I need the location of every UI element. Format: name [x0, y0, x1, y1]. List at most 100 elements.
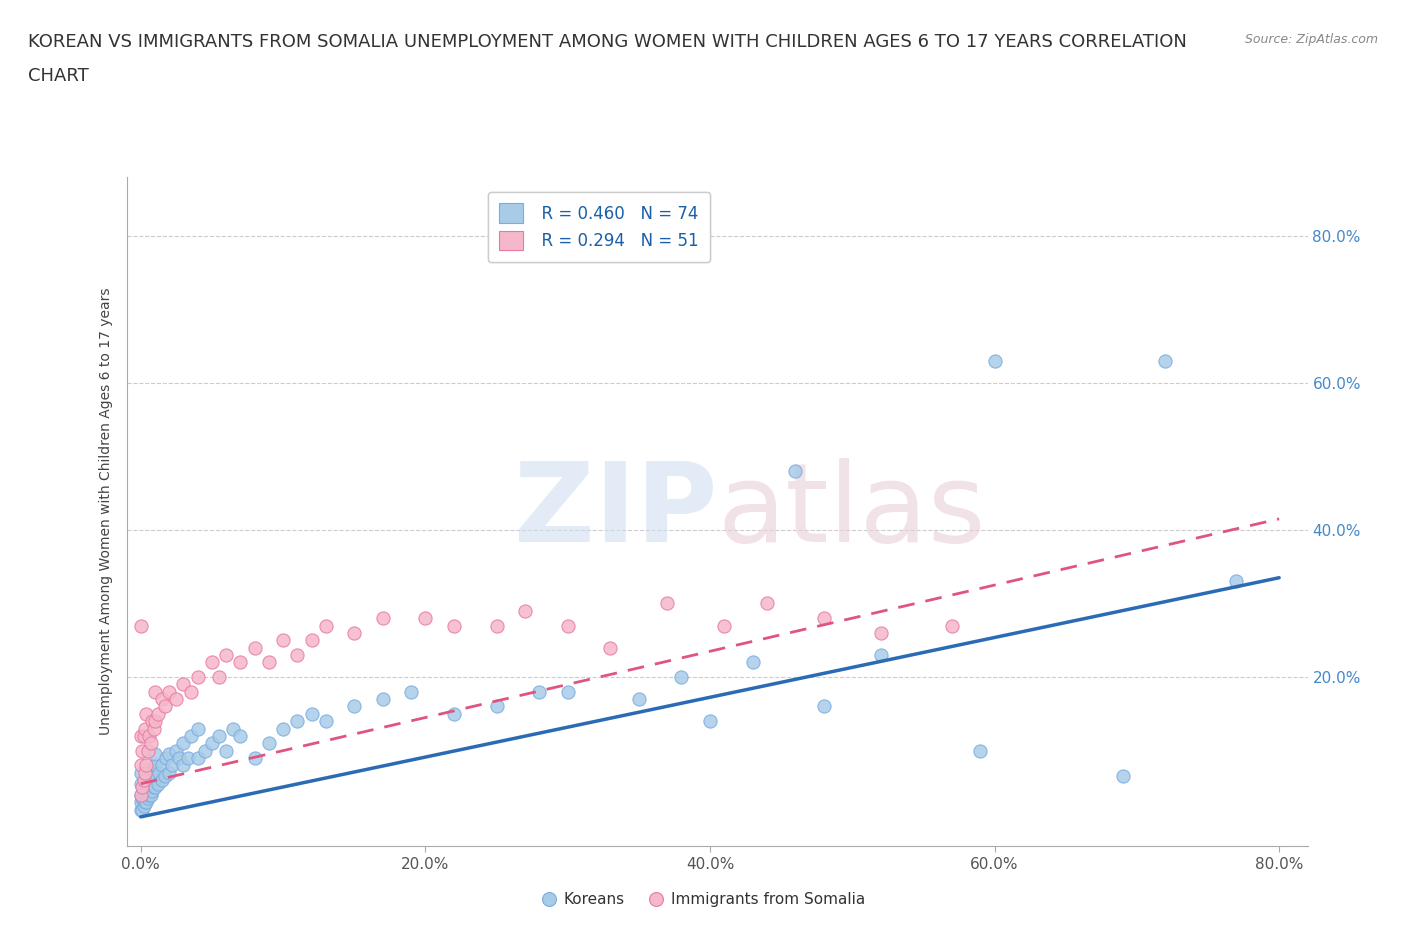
Point [150, 773, 173, 788]
Point [143, 769, 166, 784]
Point [157, 684, 180, 699]
Point [180, 684, 202, 699]
Point [131, 802, 153, 817]
Point [142, 721, 165, 736]
Point [139, 788, 162, 803]
Point [177, 751, 200, 765]
Point [146, 777, 169, 791]
Point [243, 640, 266, 655]
Point [129, 777, 152, 791]
Point [813, 611, 835, 626]
Point [143, 747, 166, 762]
Point [371, 611, 394, 626]
Point [138, 728, 160, 743]
Point [415, 611, 437, 626]
Point [215, 647, 238, 662]
Point [146, 707, 169, 722]
Point [699, 713, 721, 728]
Point [141, 784, 163, 799]
Point [485, 618, 508, 633]
Point [148, 765, 170, 780]
Point [271, 721, 294, 736]
Point [755, 596, 778, 611]
Text: ZIP: ZIP [513, 458, 717, 565]
Point [371, 692, 394, 707]
Point [215, 743, 238, 758]
Point [135, 795, 157, 810]
Point [134, 765, 156, 780]
Point [129, 788, 152, 803]
Point [131, 780, 153, 795]
Point [131, 791, 153, 806]
Point [143, 684, 166, 699]
Point [271, 632, 294, 647]
Point [134, 721, 156, 736]
Point [139, 736, 162, 751]
Point [285, 647, 308, 662]
Point [165, 743, 187, 758]
Point [135, 758, 157, 773]
Point [150, 692, 173, 707]
Text: CHART: CHART [28, 67, 89, 85]
Point [132, 773, 155, 788]
Point [257, 736, 280, 751]
Point [132, 728, 155, 743]
Point [132, 798, 155, 813]
Point [1111, 769, 1133, 784]
Point [131, 743, 153, 758]
Point [129, 758, 152, 773]
Point [138, 769, 160, 784]
Point [969, 743, 991, 758]
Legend:   R = 0.460   N = 74,   R = 0.294   N = 51: R = 0.460 N = 74, R = 0.294 N = 51 [488, 192, 710, 262]
Point [160, 758, 183, 773]
Point [201, 736, 224, 751]
Point [229, 655, 252, 670]
Point [657, 596, 679, 611]
Point [257, 655, 280, 670]
Point [229, 728, 252, 743]
Point [485, 699, 508, 714]
Point [141, 762, 163, 777]
Point [285, 713, 308, 728]
Point [157, 747, 180, 762]
Point [187, 721, 209, 736]
Point [165, 692, 187, 707]
Point [129, 788, 152, 803]
Point [557, 684, 579, 699]
Point [1154, 353, 1177, 368]
Y-axis label: Unemployment Among Women with Children Ages 6 to 17 years: Unemployment Among Women with Children A… [100, 287, 114, 736]
Point [129, 795, 152, 810]
Point [627, 692, 650, 707]
Text: Source: ZipAtlas.com: Source: ZipAtlas.com [1244, 33, 1378, 46]
Point [180, 728, 202, 743]
Point [167, 751, 190, 765]
Point [129, 728, 152, 743]
Point [157, 765, 180, 780]
Text: atlas: atlas [717, 458, 986, 565]
Point [143, 758, 166, 773]
Point [150, 758, 173, 773]
Point [153, 699, 176, 714]
Point [301, 707, 323, 722]
Point [136, 743, 159, 758]
Point [1225, 574, 1247, 589]
Point [142, 780, 165, 795]
Point [187, 670, 209, 684]
Point [201, 655, 224, 670]
Point [143, 780, 166, 795]
Point [135, 777, 157, 791]
Point [143, 713, 166, 728]
Point [941, 618, 963, 633]
Point [869, 647, 891, 662]
Point [443, 618, 465, 633]
Point [599, 640, 621, 655]
Point [187, 751, 209, 765]
Point [172, 758, 194, 773]
Point [443, 707, 465, 722]
Point [132, 784, 155, 799]
Point [208, 670, 231, 684]
Point [194, 743, 217, 758]
Point [136, 773, 159, 788]
Point [134, 795, 156, 810]
Point [513, 604, 536, 618]
